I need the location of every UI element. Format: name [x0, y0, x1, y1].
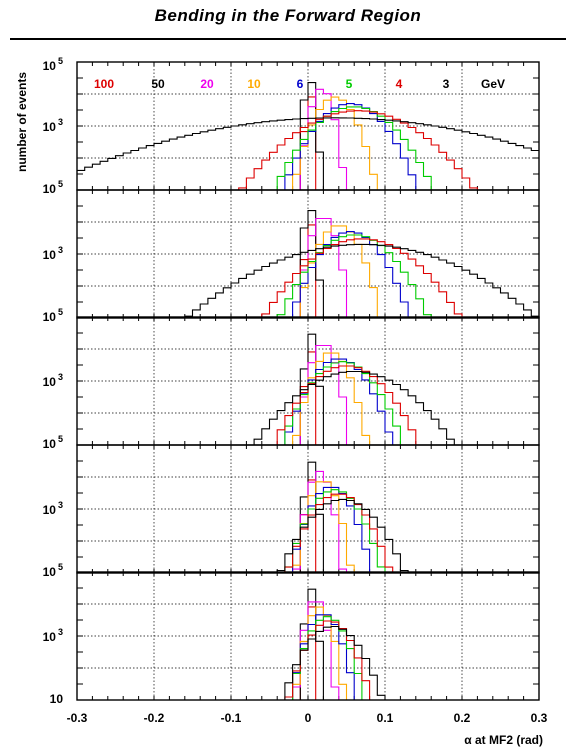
panel-frame [76, 571, 540, 701]
y-tick-label: 10 5 [43, 434, 63, 451]
panel-5: 100502010654310 310 [43, 571, 540, 706]
legend-entry-20: 20 [200, 77, 214, 91]
y-tick-label: 10 3 [43, 627, 63, 644]
y-tick-label: 10 5 [43, 562, 63, 579]
panel-1: 100 50 20 10 6 5 4 3 10 5 10 3 10 5 [43, 56, 540, 196]
legend-entry-4: 4 [396, 77, 403, 91]
y-tick-label: 10 3 [43, 245, 63, 262]
title-underline [10, 38, 566, 40]
y-axis-label: number of events [15, 72, 29, 172]
histogram-3-gev: 3 [77, 243, 539, 319]
chart-title: Bending in the Forward Region [154, 6, 422, 25]
legend-entry-3: 3 [443, 77, 450, 91]
y-tick-label: 10 5 [43, 179, 63, 196]
x-tick-label: -0.3 [67, 711, 88, 725]
y-tick-label: 10 [50, 692, 64, 706]
x-tick-label: -0.2 [144, 711, 165, 725]
y-tick-label: 10 5 [43, 56, 63, 73]
legend-entry-100: 100 [94, 77, 114, 91]
x-tick-label: 0.2 [454, 711, 471, 725]
y-tick-label: 10 3 [43, 500, 63, 517]
x-tick-label: -0.1 [221, 711, 242, 725]
legend-entry-10: 10 [247, 77, 261, 91]
y-tick-label: 10 3 [43, 117, 63, 134]
y-tick-label: 10 5 [43, 307, 63, 324]
legend-entry-6: 6 [297, 77, 304, 91]
x-tick-label: 0 [305, 711, 312, 725]
x-axis-label: α at MF2 (rad) [464, 733, 543, 747]
x-tick-label: 0.1 [377, 711, 394, 725]
legend-entry-5: 5 [346, 77, 353, 91]
legend-unit: GeV [481, 77, 505, 91]
x-tick-label: 0.3 [531, 711, 548, 725]
legend-entry-50: 50 [151, 77, 165, 91]
histogram-3-gev: 3 [77, 117, 539, 171]
y-tick-label: 10 3 [43, 372, 63, 389]
